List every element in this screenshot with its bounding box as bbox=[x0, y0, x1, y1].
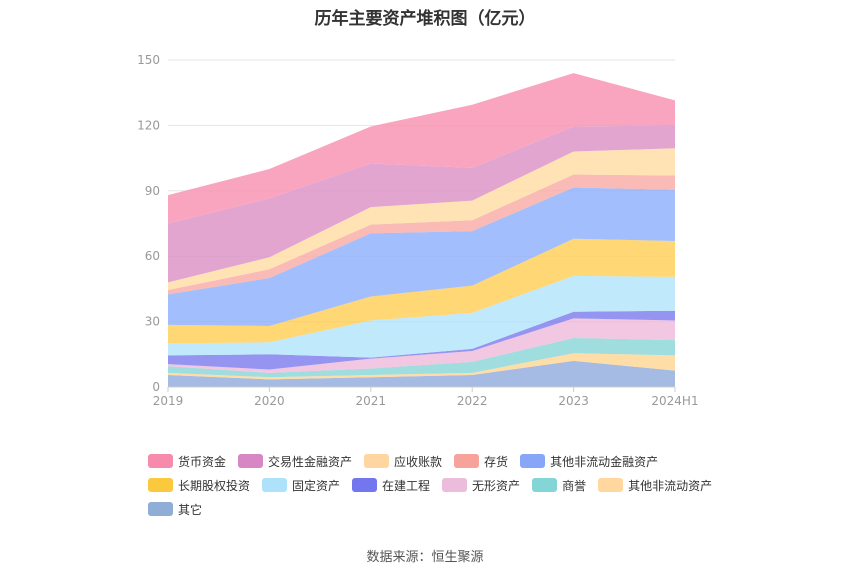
stacked-area-chart: 0 30 60 90 120 150 2019 2020 2021 2022 2023 2024H1 bbox=[137, 53, 699, 408]
legend-row: 长期股权投资 固定资产 在建工程 无形资产 商誉 其他非流动资产 bbox=[148, 473, 748, 497]
area-series bbox=[168, 125, 675, 283]
area-series bbox=[168, 148, 675, 290]
legend-swatch bbox=[262, 478, 288, 492]
area-series bbox=[168, 174, 675, 295]
legend-item[interactable]: 商誉 bbox=[532, 477, 586, 494]
legend-label: 其他非流动金融资产 bbox=[550, 454, 659, 469]
y-tick-label: 0 bbox=[152, 380, 160, 394]
legend-swatch bbox=[148, 502, 173, 516]
legend-swatch bbox=[442, 478, 468, 492]
legend-swatch bbox=[148, 454, 173, 468]
legend-label: 商誉 bbox=[562, 478, 587, 493]
legend-label: 存货 bbox=[484, 454, 509, 469]
legend-item[interactable]: 其他非流动金融资产 bbox=[520, 453, 658, 470]
area-series bbox=[168, 73, 675, 224]
y-tick-label: 30 bbox=[145, 315, 160, 329]
legend-item[interactable]: 其它 bbox=[148, 501, 202, 518]
legend-item[interactable]: 货币资金 bbox=[148, 453, 226, 470]
area-series bbox=[168, 187, 675, 326]
legend-swatch bbox=[532, 478, 558, 492]
legend-label: 在建工程 bbox=[382, 478, 431, 493]
data-source-note: 数据来源：恒生聚源 bbox=[366, 550, 484, 565]
legend-swatch bbox=[454, 454, 480, 468]
y-tick-label: 60 bbox=[145, 249, 160, 263]
legend-swatch bbox=[364, 454, 390, 468]
area-series bbox=[168, 353, 675, 380]
legend-swatch bbox=[598, 478, 624, 492]
x-tick-label: 2023 bbox=[558, 394, 589, 408]
legend-item[interactable]: 其他非流动资产 bbox=[598, 477, 712, 494]
x-tick-label: 2020 bbox=[254, 394, 285, 408]
legend-swatch bbox=[238, 454, 264, 468]
y-tick-label: 150 bbox=[137, 53, 160, 67]
legend-row: 其它 bbox=[148, 497, 748, 521]
y-tick-label: 120 bbox=[137, 118, 160, 132]
legend-item[interactable]: 长期股权投资 bbox=[148, 477, 250, 494]
legend-swatch bbox=[148, 478, 173, 492]
legend-label: 应收账款 bbox=[394, 454, 443, 469]
y-tick-label: 90 bbox=[145, 184, 160, 198]
legend-row: 货币资金 交易性金融资产 应收账款 存货 其他非流动金融资产 bbox=[148, 449, 748, 473]
chart-title: 历年主要资产堆积图（亿元） bbox=[314, 9, 536, 29]
area-series bbox=[168, 318, 675, 373]
legend-item[interactable]: 存货 bbox=[454, 453, 508, 470]
legend-item[interactable]: 应收账款 bbox=[364, 453, 442, 470]
area-series bbox=[168, 310, 675, 370]
legend-label: 货币资金 bbox=[178, 454, 227, 469]
legend-label: 长期股权投资 bbox=[178, 478, 251, 493]
x-tick-label: 2024H1 bbox=[651, 394, 698, 408]
legend-item[interactable]: 固定资产 bbox=[262, 477, 340, 494]
legend-item[interactable]: 交易性金融资产 bbox=[238, 453, 352, 470]
legend-label: 其它 bbox=[178, 502, 203, 517]
legend-label: 其他非流动资产 bbox=[628, 478, 713, 493]
legend-label: 固定资产 bbox=[292, 478, 341, 493]
legend-swatch bbox=[352, 478, 378, 492]
legend-swatch bbox=[520, 454, 546, 468]
legend-item[interactable]: 无形资产 bbox=[442, 477, 520, 494]
area-series bbox=[168, 360, 675, 387]
x-tick-label: 2022 bbox=[457, 394, 488, 408]
legend-label: 无形资产 bbox=[472, 478, 521, 493]
area-series bbox=[168, 238, 675, 344]
x-tick-label: 2021 bbox=[356, 394, 387, 408]
x-tick-label: 2019 bbox=[153, 394, 184, 408]
area-series bbox=[168, 337, 675, 378]
chart-legend: 货币资金 交易性金融资产 应收账款 存货 其他非流动金融资产长期股权投资 固定资产 在建工程… bbox=[148, 449, 748, 521]
legend-item[interactable]: 在建工程 bbox=[352, 477, 430, 494]
legend-label: 交易性金融资产 bbox=[268, 454, 353, 469]
